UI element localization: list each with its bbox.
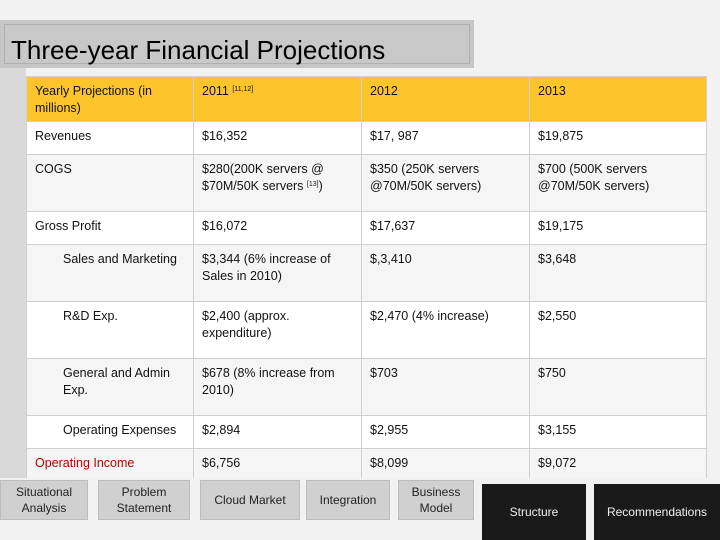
table-row-revenues: Revenues $16,352 $17, 987 $19,875 bbox=[26, 121, 707, 155]
nav-integration-button[interactable]: Integration bbox=[306, 480, 390, 520]
table-cell: $2,894 bbox=[193, 415, 362, 449]
nav-situational-analysis-button[interactable]: Situational Analysis bbox=[0, 480, 88, 520]
table-cell: $9,072 bbox=[529, 448, 707, 482]
nav-cloud-market-button[interactable]: Cloud Market bbox=[200, 480, 300, 520]
table-cell: $678 (8% increase from 2010) bbox=[193, 358, 362, 416]
table-cell: $2,400 (approx. expenditure) bbox=[193, 301, 362, 359]
nav-business-model-button[interactable]: Business Model bbox=[398, 480, 474, 520]
row-label: Gross Profit bbox=[26, 211, 194, 245]
table-cell: $3,648 bbox=[529, 244, 707, 302]
table-cell: $3,155 bbox=[529, 415, 707, 449]
row-label: General and Admin Exp. bbox=[26, 358, 194, 416]
title-frame: Three-year Financial Projections bbox=[4, 24, 470, 65]
table-cell: $8,099 bbox=[361, 448, 530, 482]
table-cell: $2,550 bbox=[529, 301, 707, 359]
nav-recommendations-button[interactable]: Recommendations bbox=[594, 484, 720, 540]
header-cell-2013: 2013 bbox=[529, 76, 707, 122]
page-title: Three-year Financial Projections bbox=[11, 35, 386, 65]
table-row-gross-profit: Gross Profit $16,072 $17,637 $19,175 bbox=[26, 211, 707, 245]
row-label: Operating Income bbox=[26, 448, 194, 482]
table-row-cogs: COGS $280(200K servers @ $70M/50K server… bbox=[26, 154, 707, 212]
table-row-sales-marketing: Sales and Marketing $3,344 (6% increase … bbox=[26, 244, 707, 302]
table-cell: $,3,410 bbox=[361, 244, 530, 302]
table-cell: $280(200K servers @ $70M/50K servers [13… bbox=[193, 154, 362, 212]
header-cell-2012: 2012 bbox=[361, 76, 530, 122]
table-cell: $16,352 bbox=[193, 121, 362, 155]
table-cell: $19,875 bbox=[529, 121, 707, 155]
table-cell: $703 bbox=[361, 358, 530, 416]
table-cell: $17,637 bbox=[361, 211, 530, 245]
row-label: COGS bbox=[26, 154, 194, 212]
table-cell: $2,955 bbox=[361, 415, 530, 449]
table-cell: $3,344 (6% increase of Sales in 2010) bbox=[193, 244, 362, 302]
nav-structure-button[interactable]: Structure bbox=[482, 484, 586, 540]
left-accent-bar bbox=[0, 68, 26, 478]
table-cell: $750 bbox=[529, 358, 707, 416]
nav-problem-statement-button[interactable]: Problem Statement bbox=[98, 480, 190, 520]
table-row-general-admin: General and Admin Exp. $678 (8% increase… bbox=[26, 358, 707, 416]
table-row-operating-income: Operating Income $6,756 $8,099 $9,072 bbox=[26, 448, 707, 482]
table-cell: $700 (500K servers @70M/50K servers) bbox=[529, 154, 707, 212]
row-label: Operating Expenses bbox=[26, 415, 194, 449]
title-bar: Three-year Financial Projections bbox=[0, 20, 474, 68]
table-cell: $19,175 bbox=[529, 211, 707, 245]
table-cell: $350 (250K servers @70M/50K servers) bbox=[361, 154, 530, 212]
row-label: Sales and Marketing bbox=[26, 244, 194, 302]
row-label: R&D Exp. bbox=[26, 301, 194, 359]
table-header-row: Yearly Projections (in millions) 2011 [1… bbox=[26, 76, 707, 122]
header-cell-2011: 2011 [11,12] bbox=[193, 76, 362, 122]
table-row-rd-exp: R&D Exp. $2,400 (approx. expenditure) $2… bbox=[26, 301, 707, 359]
table-cell: $2,470 (4% increase) bbox=[361, 301, 530, 359]
table-cell: $17, 987 bbox=[361, 121, 530, 155]
table-cell: $16,072 bbox=[193, 211, 362, 245]
table-cell: $6,756 bbox=[193, 448, 362, 482]
projections-table: Yearly Projections (in millions) 2011 [1… bbox=[26, 76, 707, 482]
table-row-operating-expenses: Operating Expenses $2,894 $2,955 $3,155 bbox=[26, 415, 707, 449]
row-label: Revenues bbox=[26, 121, 194, 155]
projections-table-container: Yearly Projections (in millions) 2011 [1… bbox=[26, 76, 707, 482]
header-cell: Yearly Projections (in millions) bbox=[26, 76, 194, 122]
